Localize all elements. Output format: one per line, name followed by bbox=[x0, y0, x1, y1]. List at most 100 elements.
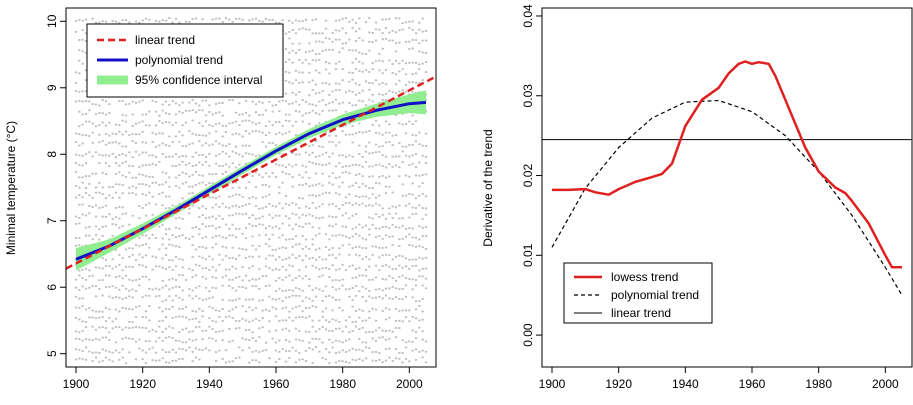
scatter-point bbox=[108, 274, 111, 277]
scatter-point bbox=[424, 361, 428, 364]
scatter-point bbox=[388, 338, 391, 340]
scatter-point bbox=[318, 182, 321, 185]
scatter-point bbox=[201, 310, 204, 312]
scatter-point bbox=[294, 93, 298, 96]
scatter-point bbox=[318, 227, 321, 230]
scatter-point bbox=[414, 174, 418, 177]
scatter-point bbox=[264, 285, 268, 287]
scatter-point bbox=[411, 134, 414, 136]
scatter-point bbox=[251, 278, 254, 281]
scatter-point bbox=[254, 17, 258, 20]
scatter-point bbox=[128, 295, 131, 298]
scatter-point bbox=[394, 308, 398, 311]
scatter-point bbox=[124, 287, 128, 290]
scatter-point bbox=[191, 132, 194, 135]
scatter-point bbox=[231, 194, 234, 197]
y-tick-label: 0.02 bbox=[521, 164, 535, 188]
scatter-point bbox=[174, 176, 178, 179]
scatter-point bbox=[264, 195, 268, 198]
scatter-point bbox=[331, 141, 334, 143]
scatter-point bbox=[81, 176, 84, 179]
scatter-point bbox=[331, 216, 334, 218]
scatter-point bbox=[311, 184, 314, 187]
scatter-point bbox=[421, 192, 424, 195]
scatter-point bbox=[124, 114, 128, 117]
scatter-point bbox=[204, 217, 208, 219]
scatter-point bbox=[291, 228, 294, 231]
scatter-point bbox=[191, 256, 194, 258]
scatter-point bbox=[278, 256, 281, 258]
scatter-point bbox=[354, 182, 358, 185]
scatter-point bbox=[298, 153, 301, 156]
scatter-point bbox=[268, 245, 271, 248]
scatter-point bbox=[411, 227, 414, 230]
scatter-point bbox=[284, 215, 288, 218]
scatter-point bbox=[254, 217, 258, 220]
scatter-point bbox=[351, 204, 354, 206]
scatter-point bbox=[414, 264, 418, 267]
scatter-point bbox=[291, 202, 294, 204]
scatter-point bbox=[244, 248, 248, 251]
scatter-point bbox=[414, 236, 418, 239]
scatter-point bbox=[374, 339, 378, 342]
scatter-point bbox=[258, 277, 261, 280]
scatter-point bbox=[154, 181, 158, 184]
scatter-point bbox=[171, 348, 174, 351]
scatter-point bbox=[108, 141, 111, 144]
scatter-point bbox=[394, 17, 398, 20]
scatter-point bbox=[88, 109, 91, 112]
scatter-point bbox=[248, 298, 251, 301]
scatter-point bbox=[128, 102, 131, 105]
scatter-point bbox=[341, 17, 344, 20]
scatter-point bbox=[211, 328, 214, 330]
scatter-point bbox=[138, 284, 141, 287]
scatter-point bbox=[128, 278, 131, 281]
scatter-point bbox=[91, 122, 94, 125]
scatter-point bbox=[394, 287, 398, 290]
scatter-point bbox=[411, 341, 414, 343]
scatter-point bbox=[324, 233, 328, 236]
scatter-point bbox=[288, 264, 291, 267]
scatter-point bbox=[198, 140, 201, 143]
scatter-point bbox=[328, 338, 331, 341]
scatter-point bbox=[408, 164, 411, 166]
scatter-point bbox=[88, 183, 91, 185]
scatter-point bbox=[174, 256, 178, 258]
scatter-point bbox=[221, 102, 224, 104]
scatter-point bbox=[308, 154, 311, 156]
scatter-point bbox=[214, 130, 218, 133]
scatter-point bbox=[308, 297, 311, 300]
scatter-point bbox=[108, 165, 111, 168]
scatter-point bbox=[264, 341, 268, 344]
scatter-point bbox=[298, 352, 301, 354]
scatter-point bbox=[278, 131, 281, 134]
scatter-point bbox=[241, 286, 244, 288]
scatter-point bbox=[231, 187, 234, 189]
scatter-point bbox=[84, 90, 88, 93]
scatter-point bbox=[414, 62, 418, 64]
scatter-point bbox=[144, 124, 148, 127]
scatter-point bbox=[411, 91, 414, 93]
scatter-point bbox=[94, 310, 98, 313]
scatter-point bbox=[331, 318, 334, 321]
scatter-point bbox=[408, 26, 411, 29]
scatter-point bbox=[214, 227, 218, 230]
scatter-point bbox=[304, 112, 308, 115]
scatter-point bbox=[158, 193, 161, 196]
scatter-point bbox=[78, 274, 81, 277]
scatter-point bbox=[191, 244, 194, 246]
scatter-point bbox=[284, 247, 288, 249]
scatter-point bbox=[374, 143, 378, 146]
scatter-point bbox=[378, 288, 381, 291]
scatter-point bbox=[148, 164, 151, 166]
scatter-point bbox=[378, 59, 381, 62]
scatter-point bbox=[321, 258, 324, 261]
scatter-point bbox=[278, 120, 281, 123]
scatter-point bbox=[161, 142, 164, 145]
scatter-point bbox=[288, 350, 291, 352]
scatter-point bbox=[218, 206, 221, 208]
scatter-point bbox=[354, 253, 358, 256]
scatter-point bbox=[321, 82, 324, 85]
scatter-point bbox=[214, 123, 218, 126]
scatter-point bbox=[241, 248, 244, 250]
